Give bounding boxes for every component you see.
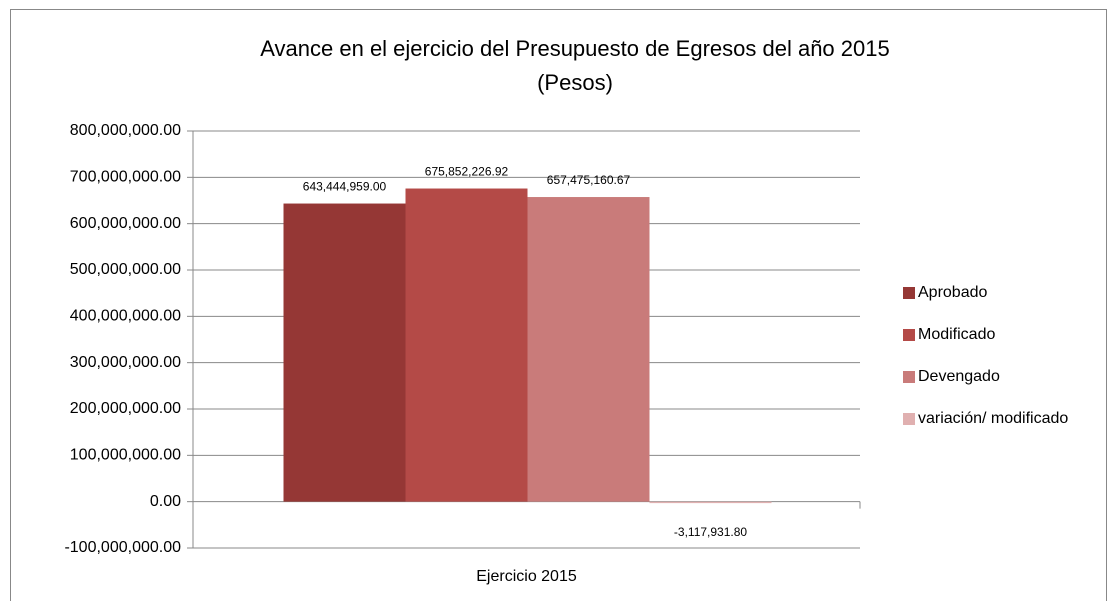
legend-label: Modificado <box>918 326 995 343</box>
y-tick-label: 300,000,000.00 <box>70 354 181 371</box>
value-label: -3,117,931.80 <box>674 525 747 539</box>
y-tick-label: 200,000,000.00 <box>70 400 181 417</box>
legend-label: Aprobado <box>918 284 987 301</box>
legend-swatch <box>903 287 915 299</box>
chart-subtitle: (Pesos) <box>537 70 613 95</box>
y-tick-label: 100,000,000.00 <box>70 447 181 464</box>
value-label: 657,475,160.67 <box>547 173 631 187</box>
bar <box>649 501 772 504</box>
y-tick-label: 500,000,000.00 <box>70 261 181 278</box>
chart-title: Avance en el ejercicio del Presupuesto d… <box>260 36 889 61</box>
legend-label: variación/ modificado <box>918 410 1068 427</box>
bar <box>283 203 406 502</box>
x-tick-label: Ejercicio 2015 <box>476 568 577 585</box>
value-label: 675,852,226.92 <box>425 165 509 179</box>
legend-swatch <box>903 329 915 341</box>
legend-label: Devengado <box>918 368 1000 385</box>
legend-swatch <box>903 413 915 425</box>
bar <box>527 197 650 502</box>
y-tick-label: 0.00 <box>150 493 181 510</box>
legend-swatch <box>903 371 915 383</box>
value-label: 643,444,959.00 <box>303 180 387 194</box>
y-tick-label: 600,000,000.00 <box>70 215 181 232</box>
y-tick-label: 800,000,000.00 <box>70 122 181 139</box>
y-tick-label: 400,000,000.00 <box>70 308 181 325</box>
bar <box>405 188 528 502</box>
y-tick-label: -100,000,000.00 <box>64 539 181 556</box>
y-tick-label: 700,000,000.00 <box>70 169 181 186</box>
